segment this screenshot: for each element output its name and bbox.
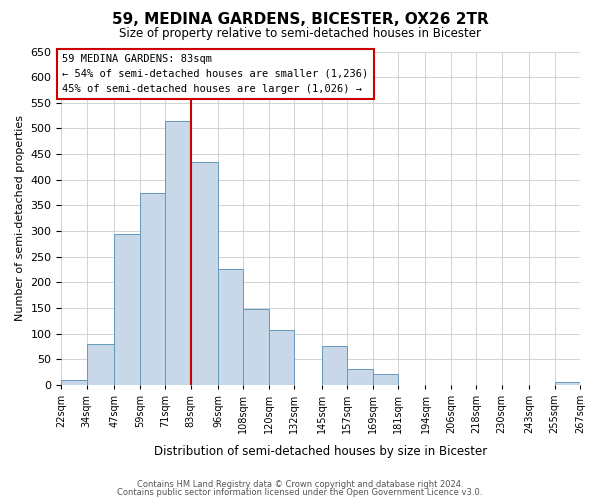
Bar xyxy=(373,374,398,385)
Bar xyxy=(218,270,244,385)
Bar xyxy=(269,330,294,385)
Bar xyxy=(554,382,580,385)
Bar xyxy=(165,120,191,385)
Text: 59 MEDINA GARDENS: 83sqm
← 54% of semi-detached houses are smaller (1,236)
45% o: 59 MEDINA GARDENS: 83sqm ← 54% of semi-d… xyxy=(62,54,369,94)
Bar xyxy=(140,192,165,385)
Bar xyxy=(347,370,373,385)
Text: Size of property relative to semi-detached houses in Bicester: Size of property relative to semi-detach… xyxy=(119,28,481,40)
Y-axis label: Number of semi-detached properties: Number of semi-detached properties xyxy=(15,115,25,321)
Bar xyxy=(191,162,218,385)
Bar xyxy=(244,309,269,385)
Text: Contains HM Land Registry data © Crown copyright and database right 2024.: Contains HM Land Registry data © Crown c… xyxy=(137,480,463,489)
Text: 59, MEDINA GARDENS, BICESTER, OX26 2TR: 59, MEDINA GARDENS, BICESTER, OX26 2TR xyxy=(112,12,488,28)
Bar xyxy=(61,380,87,385)
X-axis label: Distribution of semi-detached houses by size in Bicester: Distribution of semi-detached houses by … xyxy=(154,444,487,458)
Bar xyxy=(115,234,140,385)
Text: Contains public sector information licensed under the Open Government Licence v3: Contains public sector information licen… xyxy=(118,488,482,497)
Bar xyxy=(322,346,347,385)
Bar xyxy=(87,344,115,385)
